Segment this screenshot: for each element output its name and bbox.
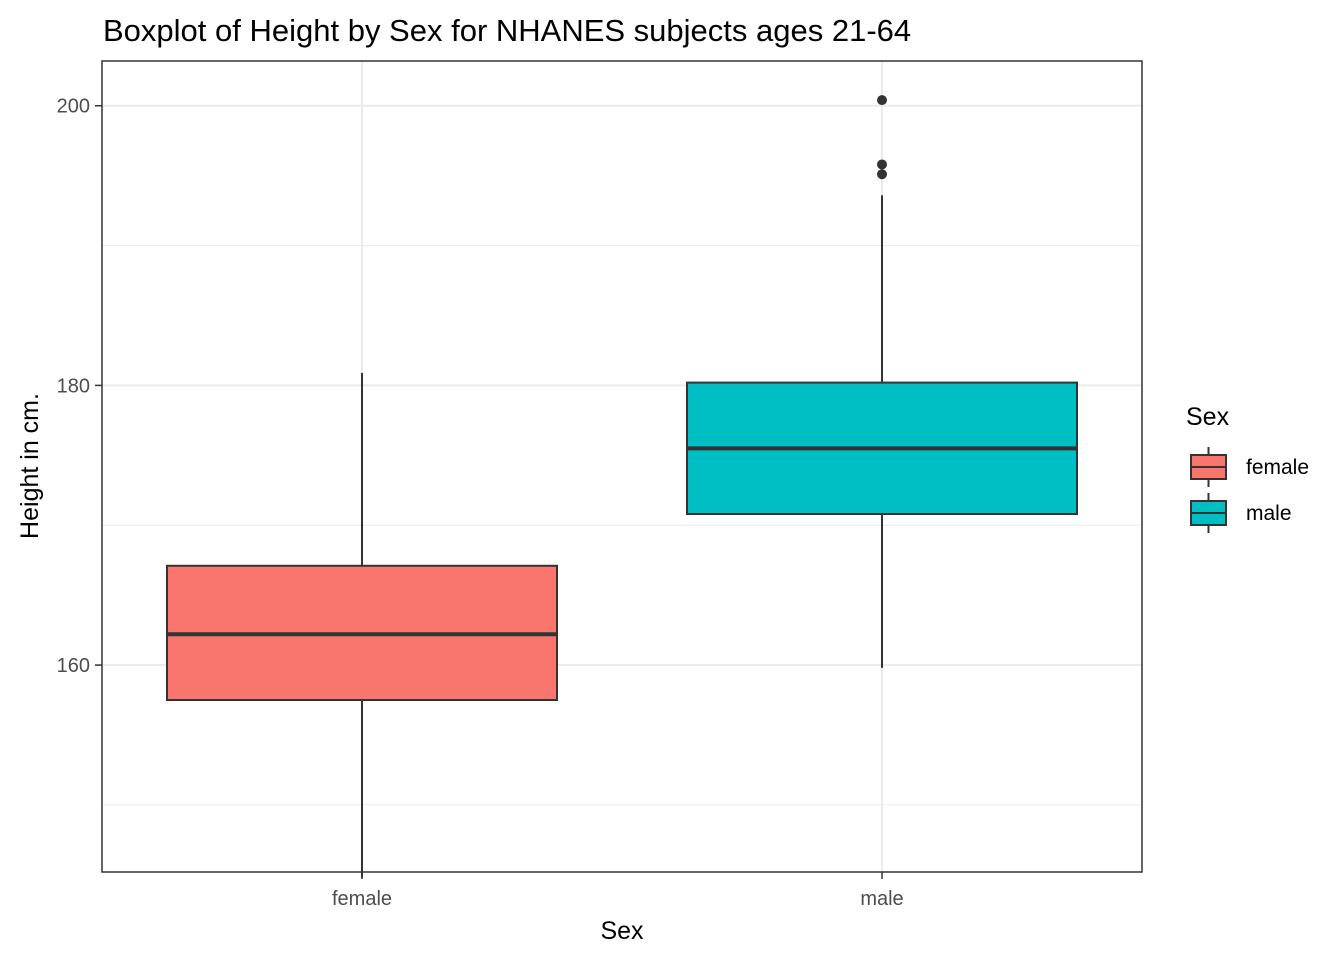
- chart-title: Boxplot of Height by Sex for NHANES subj…: [103, 13, 911, 48]
- outlier-point: [877, 169, 887, 180]
- legend: Sex female male: [1186, 403, 1309, 533]
- axis-layer: 160 180 200 female male: [57, 96, 904, 910]
- legend-title: Sex: [1186, 403, 1230, 431]
- legend-item-female: female: [1190, 447, 1309, 487]
- y-tick-label: 180: [57, 375, 90, 397]
- x-tick-label: female: [332, 888, 392, 910]
- legend-item-male: male: [1190, 493, 1292, 533]
- outlier-point: [877, 95, 887, 106]
- y-tick-label: 160: [57, 655, 90, 677]
- y-tick-label: 200: [57, 96, 90, 118]
- y-axis-label: Height in cm.: [16, 393, 44, 539]
- legend-keys: female male: [1190, 447, 1309, 533]
- legend-item-label: male: [1246, 502, 1292, 525]
- plot-panel-border: [101, 60, 1143, 873]
- x-tick-label: male: [860, 888, 903, 910]
- box-male: [686, 95, 1078, 668]
- legend-item-label: female: [1246, 456, 1309, 479]
- box-female: [166, 372, 558, 878]
- box-layer: [166, 95, 1078, 878]
- x-axis-label: Sex: [600, 917, 644, 945]
- outlier-point: [877, 159, 887, 170]
